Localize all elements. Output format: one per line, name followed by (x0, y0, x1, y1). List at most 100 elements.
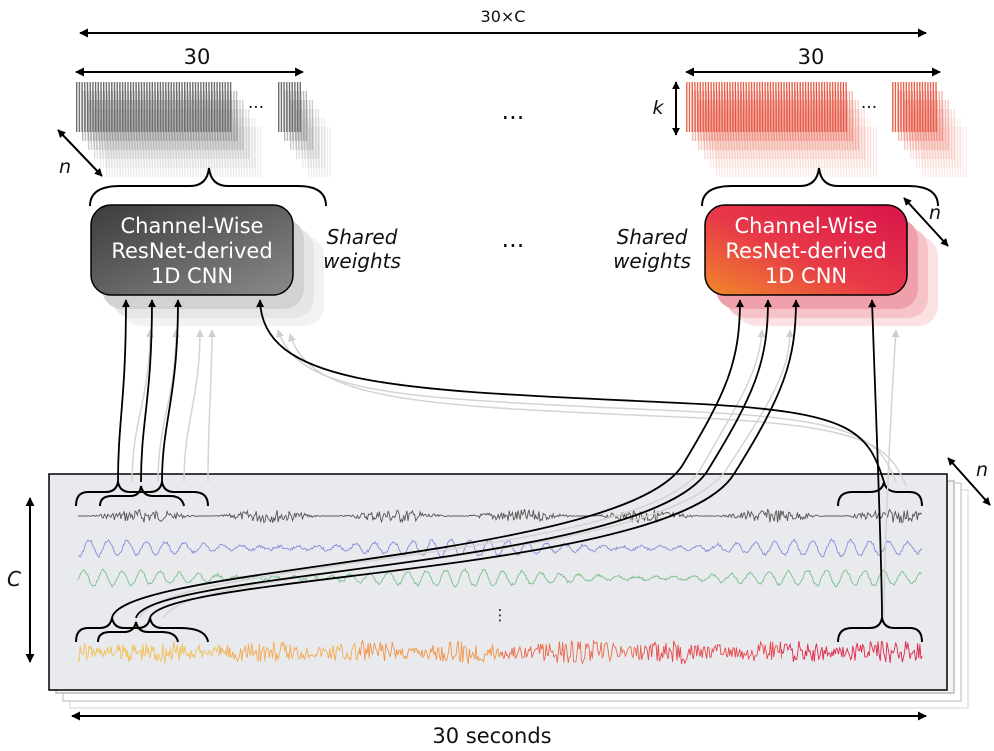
feature-bar (218, 109, 220, 159)
feature-bar (119, 127, 121, 177)
feature-bar (892, 82, 894, 132)
feature-bar (243, 127, 246, 177)
feature-bar (235, 127, 237, 177)
feature-bar (230, 127, 232, 177)
feature-bar (135, 127, 138, 177)
feature-bar (173, 127, 175, 177)
feature-bar (233, 91, 235, 141)
feature-bar (302, 91, 305, 141)
feature-bar (86, 82, 89, 132)
feature-bar (151, 127, 154, 177)
feature-bar (323, 118, 325, 168)
feature-bar (96, 100, 98, 150)
feature-bar (921, 82, 924, 132)
feature-bar (243, 118, 245, 168)
feature-bar (221, 118, 223, 168)
feature-bar (210, 109, 212, 159)
feature-bar (158, 109, 161, 159)
feature-bar (737, 82, 739, 132)
feature-bar (138, 82, 140, 132)
cnn-left-line2: ResNet-derived (111, 239, 272, 263)
cnn-right-line2: ResNet-derived (725, 239, 886, 263)
feature-bar (232, 127, 235, 177)
feature-bar (283, 82, 285, 132)
feature-bar (154, 82, 156, 132)
feature-bar (143, 127, 146, 177)
feature-bar (183, 118, 186, 168)
feature-bar (718, 82, 720, 132)
feature-bar (217, 100, 219, 150)
cnn-left-line3: 1D CNN (151, 264, 233, 288)
feature-bar (788, 82, 790, 132)
feature-bar (785, 82, 788, 132)
feature-bar (308, 100, 311, 150)
feature-bar (238, 127, 240, 177)
feature-bar (169, 109, 171, 159)
feature-bar (166, 109, 169, 159)
feature-bar (296, 82, 299, 132)
feature-bar (202, 109, 204, 159)
feature-bar (144, 100, 147, 150)
cnn-right-line3: 1D CNN (765, 264, 847, 288)
feature-bar (236, 100, 238, 150)
feature-bar (938, 91, 940, 141)
feature-bar (702, 82, 704, 132)
feature-bar (141, 127, 143, 177)
feature-bar (170, 82, 172, 132)
feature-bar (151, 82, 153, 132)
feature-bar (314, 109, 317, 159)
feature-bar (102, 118, 105, 168)
feature-bar (98, 100, 101, 150)
feature-bar (161, 109, 163, 159)
feature-bar (125, 100, 128, 150)
feature-bar (81, 82, 83, 132)
feature-bar (726, 82, 728, 132)
feature-bar (231, 100, 233, 150)
feature-bar (947, 100, 949, 150)
cnn-right-line1: Channel-Wise (735, 214, 878, 238)
feature-bar (104, 109, 107, 159)
feature-bar (320, 118, 323, 168)
cnn-right-depth-arrow (903, 197, 949, 247)
feature-bar (767, 82, 769, 132)
feature-bar (167, 118, 169, 168)
feature-bar (142, 100, 144, 150)
feature-bar (235, 118, 237, 168)
feature-bar (155, 100, 157, 150)
feature-bar (900, 82, 902, 132)
feature-bar (753, 82, 755, 132)
right-height-label: k (652, 97, 664, 119)
feature-bar (212, 109, 215, 159)
feature-bar (962, 127, 964, 177)
feature-bar (176, 127, 178, 177)
feature-bar (193, 100, 195, 150)
feature-bar (117, 100, 120, 150)
feature-bar (253, 118, 256, 168)
feature-bar (315, 118, 317, 168)
feature-bar (207, 109, 209, 159)
feature-bar (94, 82, 97, 132)
feature-bar (205, 82, 207, 132)
feature-bar (197, 127, 200, 177)
feature-bar (165, 82, 167, 132)
feature-bar (324, 127, 326, 177)
feature-bar (199, 118, 202, 168)
feature-bar (303, 100, 305, 150)
feature-bar (120, 100, 122, 150)
panel-depth-label: n (976, 459, 988, 481)
feature-bar (175, 118, 177, 168)
feature-bar (202, 118, 204, 168)
feature-bar (299, 82, 301, 132)
feature-bar (290, 100, 292, 150)
duration-label: 30 seconds (432, 724, 551, 748)
feature-bar (305, 91, 307, 141)
feature-bar (152, 100, 155, 150)
feature-bar (214, 127, 216, 177)
feature-bar (935, 82, 937, 132)
feature-bar (140, 82, 143, 132)
feature-bar (710, 82, 712, 132)
feature-bar (124, 82, 126, 132)
feature-bar (146, 127, 148, 177)
feature-bar (157, 127, 159, 177)
feature-bar (135, 118, 137, 168)
